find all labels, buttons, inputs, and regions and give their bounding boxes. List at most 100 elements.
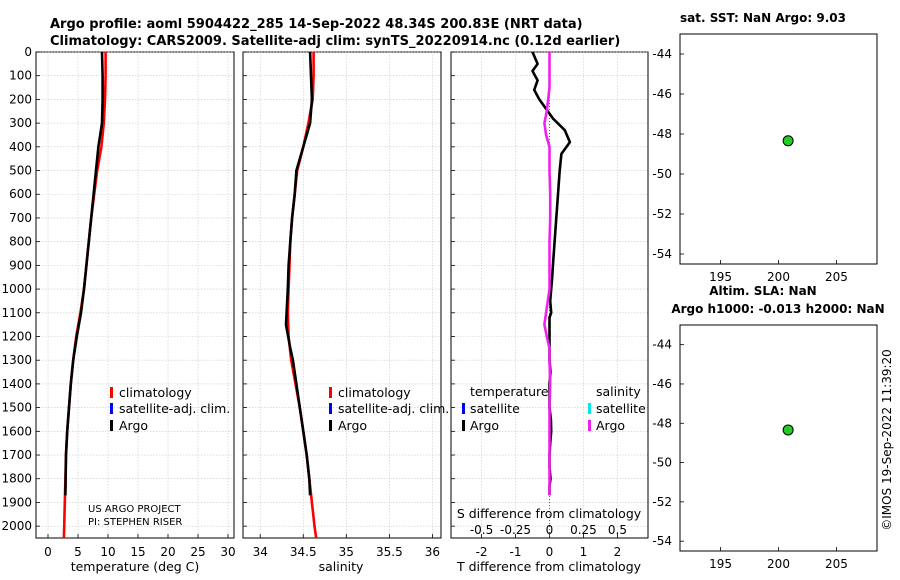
s-xtick-label: 36: [425, 545, 440, 559]
depth-tick-label: 900: [9, 258, 32, 272]
diff-s-xtick-label: 0.25: [570, 523, 597, 537]
diff-legend-swatch-s-argo: [588, 420, 591, 431]
depth-tick-label: 200: [9, 92, 32, 106]
sla-argo-location-marker: [782, 424, 794, 436]
sst-xtick-label: 200: [767, 270, 790, 284]
temperature-xlabel: temperature (deg C): [71, 559, 200, 574]
t-xtick-label: 30: [220, 545, 235, 559]
d-xtick-label: -2: [476, 545, 488, 559]
temperature-profile-panel: 0100200300400500600700800900100011001200…: [1, 45, 235, 559]
d-xtick-label: 2: [614, 545, 622, 559]
salinity-legend-satellite: satellite-adj. clim.: [338, 401, 449, 416]
diff-legend-temperature-header: temperature: [470, 384, 549, 399]
sst-argo-location-marker: [782, 135, 794, 147]
t-series-argo: [64, 51, 104, 496]
sla-map-title-line2: Argo h1000: -0.013 h2000: NaN: [671, 302, 884, 316]
sst-ytick-label: -52: [652, 207, 672, 221]
diff-t-xlabel: T difference from climatology: [456, 559, 642, 574]
depth-tick-label: 1000: [1, 282, 32, 296]
salinity-legend-argo: Argo: [338, 418, 367, 433]
sla-xtick-label: 205: [825, 557, 848, 571]
diff-s-xlabel: S difference from climatology: [457, 506, 642, 521]
sst-map-title: sat. SST: NaN Argo: 9.03: [680, 11, 846, 25]
s-xtick-label: 34: [253, 545, 268, 559]
sst-axes-frame: [679, 33, 878, 265]
depth-tick-label: 1600: [1, 424, 32, 438]
t-xtick-label: 20: [160, 545, 175, 559]
diff-legend-swatch-s-satellite: [588, 403, 591, 414]
depth-tick-label: 1800: [1, 472, 32, 486]
s-axes-frame: [242, 51, 442, 539]
sla-ytick-label: -46: [652, 377, 672, 391]
depth-tick-label: 100: [9, 69, 32, 83]
t-axes-frame: [35, 51, 235, 539]
sla-ytick-label: -44: [652, 338, 672, 352]
project-label: US ARGO PROJECT: [88, 504, 182, 515]
sla-xtick-label: 200: [767, 557, 790, 571]
depth-tick-label: 500: [9, 164, 32, 178]
s-xtick-label: 34.5: [290, 545, 317, 559]
diff-legend-salinity-header: salinity: [596, 384, 641, 399]
sla-map-title-line1: Altim. SLA: NaN: [709, 284, 816, 298]
diff-legend-temperature-argo: Argo: [470, 418, 499, 433]
diff-legend-swatch-t-satellite: [462, 403, 465, 414]
depth-tick-label: 800: [9, 235, 32, 249]
sst-xtick-label: 205: [825, 270, 848, 284]
diff-s-xtick-label: -0.5: [470, 523, 493, 537]
salinity-profile-panel: 34 34.5 35 35.5 36: [242, 51, 442, 559]
copyright-stamp: ©IMOS 19-Sep-2022 11:39:20: [880, 349, 894, 531]
diff-legend-salinity-argo: Argo: [596, 418, 625, 433]
sla-xtick-label: 195: [709, 557, 732, 571]
t-xtick-label: 25: [190, 545, 205, 559]
depth-tick-label: 1500: [1, 401, 32, 415]
sst-ytick-label: -50: [652, 167, 672, 181]
depth-tick-label: 300: [9, 116, 32, 130]
d-series-argo-s-diff: [543, 52, 552, 496]
d-xtick-label: 0: [546, 545, 554, 559]
depth-tick-label: 2000: [1, 519, 32, 533]
temperature-legend-satellite: satellite-adj. clim.: [119, 401, 230, 416]
s-series-argo: [284, 51, 314, 496]
sla-ytick-label: -50: [652, 456, 672, 470]
d-xtick-label: -1: [510, 545, 522, 559]
sla-axes-frame: [679, 324, 878, 552]
temperature-legend-swatch-climatology: [110, 387, 113, 398]
s-xtick-label: 35: [339, 545, 354, 559]
diff-legend-salinity-satellite: satellite: [596, 401, 646, 416]
sst-xtick-label: 195: [709, 270, 732, 284]
t-xtick-label: 0: [44, 545, 52, 559]
depth-tick-label: 400: [9, 140, 32, 154]
diff-legend-swatch-t-argo: [462, 420, 465, 431]
sst-map-panel: -44 -46 -48 -50 -52 -54 195 200 205: [652, 33, 878, 284]
temperature-legend-swatch-argo: [110, 420, 113, 431]
sst-ytick-label: -48: [652, 127, 672, 141]
figure-title-line1: Argo profile: aoml 5904422_285 14-Sep-20…: [50, 17, 583, 32]
t-xtick-label: 15: [130, 545, 145, 559]
sla-map-panel: -44 -46 -48 -50 -52 -54 195 200 205: [652, 324, 878, 571]
salinity-legend-swatch-argo: [329, 420, 332, 431]
d-xtick-label: 1: [580, 545, 588, 559]
diff-s-xtick-label: -0.25: [500, 523, 531, 537]
figure-title-line2: Climatology: CARS2009. Satellite-adj cli…: [50, 34, 620, 49]
sla-ytick-label: -48: [652, 416, 672, 430]
salinity-legend-climatology: climatology: [338, 385, 411, 400]
temperature-legend-argo: Argo: [119, 418, 148, 433]
pi-label: PI: STEPHEN RISER: [88, 517, 182, 528]
depth-tick-label: 1400: [1, 377, 32, 391]
salinity-legend-swatch-climatology: [329, 387, 332, 398]
sst-ytick-label: -46: [652, 87, 672, 101]
s-xtick-label: 35.5: [376, 545, 403, 559]
temperature-legend-swatch-satellite: [110, 403, 113, 414]
salinity-legend-swatch-satellite: [329, 403, 332, 414]
depth-tick-label: 700: [9, 211, 32, 225]
salinity-xlabel: salinity: [319, 559, 364, 574]
difference-profile-panel: -2 -1 0 1 2 -0.5 -0.25 0 0.25 0.5: [450, 51, 649, 559]
t-xtick-label: 5: [74, 545, 82, 559]
depth-tick-label: 1200: [1, 329, 32, 343]
sst-ytick-label: -44: [652, 47, 672, 61]
sst-ytick-label: -54: [652, 247, 672, 261]
depth-tick-label: 1700: [1, 448, 32, 462]
t-xtick-label: 10: [100, 545, 115, 559]
depth-tick-label: 1100: [1, 306, 32, 320]
